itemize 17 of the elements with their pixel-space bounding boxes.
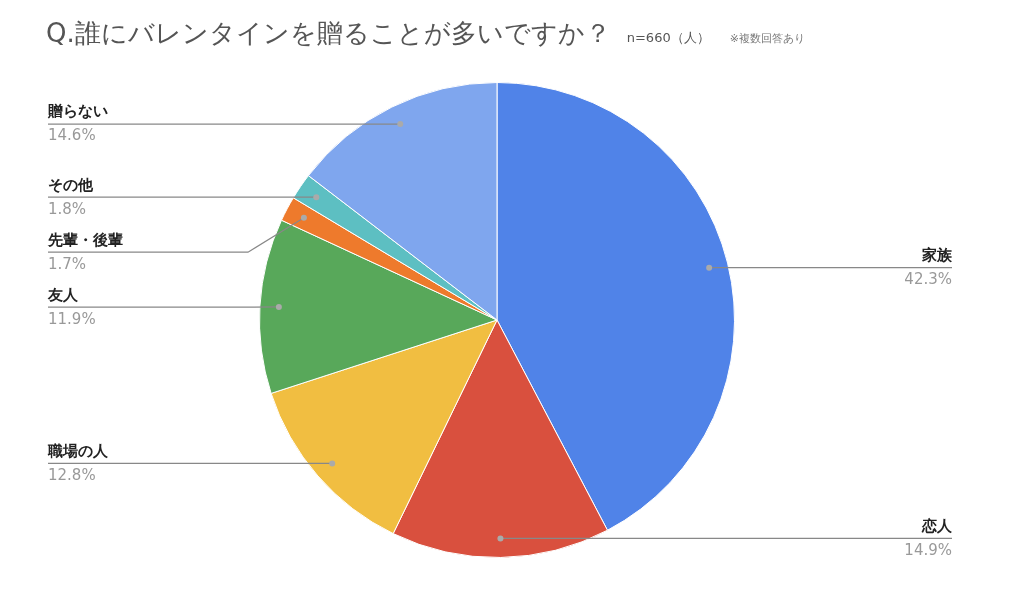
- data-label: 14.6%: [48, 126, 96, 145]
- text: ※複数回答あり: [729, 31, 805, 46]
- slice-label: 友人: [47, 285, 79, 304]
- data-label: 42.3%: [904, 270, 952, 289]
- data-label: 1.8%: [48, 199, 87, 218]
- data-label: 14.9%: [904, 540, 952, 559]
- slice-label: 恋人: [921, 516, 953, 535]
- slice-label: 贈らない: [47, 102, 108, 121]
- slice-label: 職場の人: [47, 441, 109, 460]
- chart-subtitle: n=660（人）: [626, 29, 710, 47]
- data-label: 1.7%: [48, 254, 87, 273]
- slice-label: 家族: [921, 246, 953, 265]
- data-label: 11.9%: [48, 309, 96, 328]
- slice-label: その他: [48, 175, 94, 194]
- chart-title: Q.誰にバレンタインを贈ることが多いですか？: [46, 17, 611, 50]
- slice-label: 先輩・後輩: [47, 230, 123, 249]
- data-label: 12.8%: [48, 465, 96, 484]
